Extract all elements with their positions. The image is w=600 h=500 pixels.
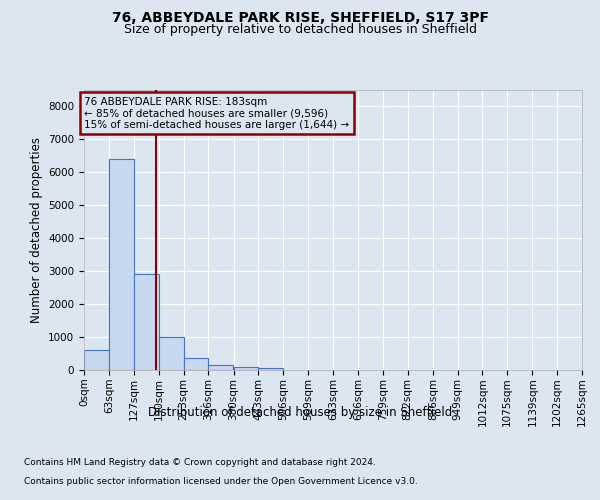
Bar (84, 350, 109, 370)
Text: Contains HM Land Registry data © Crown copyright and database right 2024.: Contains HM Land Registry data © Crown c… (24, 458, 376, 467)
Text: 76 ABBEYDALE PARK RISE: 183sqm
← 85% of detached houses are smaller (9,596)
15% : 76 ABBEYDALE PARK RISE: 183sqm ← 85% of … (85, 96, 350, 130)
Text: Size of property relative to detached houses in Sheffield: Size of property relative to detached ho… (124, 24, 476, 36)
Bar (208, 365, 233, 370)
Text: Distribution of detached houses by size in Sheffield: Distribution of detached houses by size … (148, 406, 452, 419)
Bar (233, 366, 259, 370)
Bar (159, 337, 184, 370)
Bar (259, 368, 283, 370)
Text: Contains public sector information licensed under the Open Government Licence v3: Contains public sector information licen… (24, 476, 418, 486)
Bar (109, 159, 134, 370)
Text: 76, ABBEYDALE PARK RISE, SHEFFIELD, S17 3PF: 76, ABBEYDALE PARK RISE, SHEFFIELD, S17 … (112, 10, 488, 24)
Bar (134, 274, 159, 370)
Y-axis label: Number of detached properties: Number of detached properties (29, 137, 43, 323)
Bar (184, 358, 208, 370)
